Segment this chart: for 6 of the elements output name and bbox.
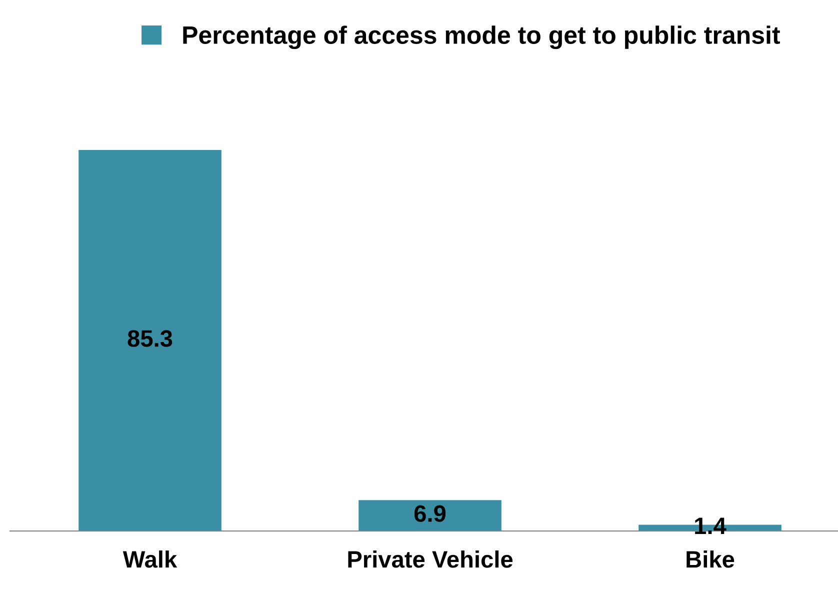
x-tick-label: Bike — [686, 550, 734, 568]
x-tick-label: Private Vehicle — [348, 550, 513, 568]
data-label: 85.3 — [128, 330, 172, 347]
data-label: 6.9 — [414, 505, 446, 522]
x-tick-label: Walk — [122, 550, 178, 568]
legend-label: Percentage of access mode to get to public transit — [183, 26, 780, 50]
